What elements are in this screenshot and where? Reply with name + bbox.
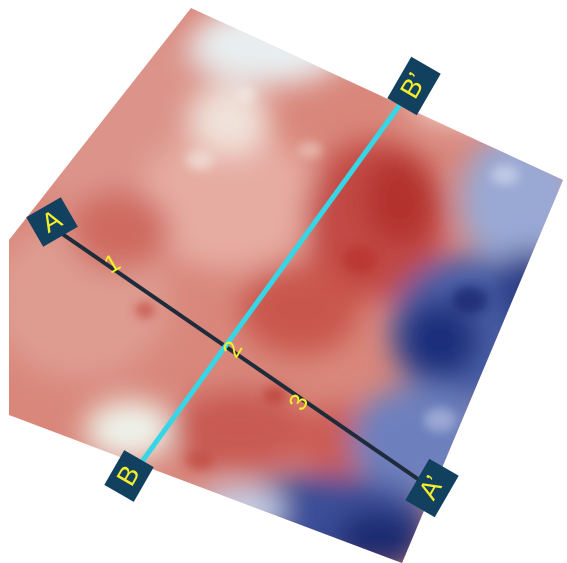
transect-a-line xyxy=(43,220,430,488)
endpoint-a-prime-label: A’ xyxy=(405,458,459,518)
endpoint-a-label: A xyxy=(26,197,78,247)
endpoint-b-label: B xyxy=(104,450,154,502)
transect-b-line xyxy=(130,86,415,476)
